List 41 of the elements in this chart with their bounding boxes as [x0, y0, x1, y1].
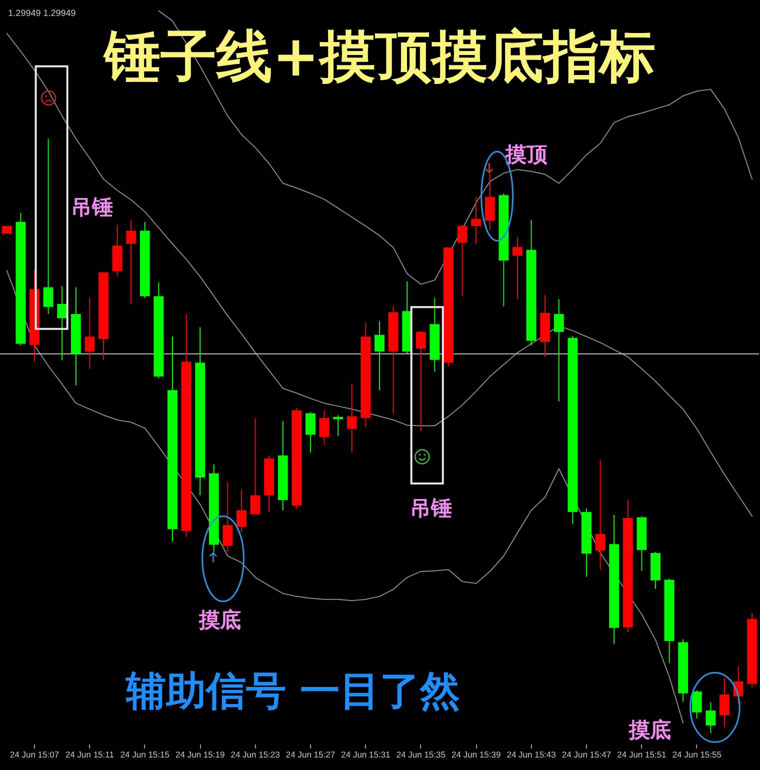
candlestick: [512, 236, 522, 300]
candlestick: [457, 224, 468, 297]
x-tick-label: 24 Jun 15:27: [286, 750, 336, 760]
candlestick: [346, 383, 357, 454]
candlestick: [554, 298, 564, 402]
candlestick: [471, 196, 482, 245]
annotation: 摸底: [198, 608, 242, 632]
annotation: 辅助信号 一目了然: [125, 668, 460, 715]
candlestick: [333, 414, 344, 436]
candlestick: [374, 320, 384, 391]
x-tick-label: 24 Jun 15:11: [65, 750, 114, 760]
candlestick: [306, 412, 316, 454]
candlestick: [84, 297, 95, 370]
x-tick-label: 24 Jun 15:19: [176, 750, 225, 760]
candlestick: [319, 410, 330, 446]
candlestick: [416, 330, 426, 432]
x-tick-label: 24 Jun 15:43: [506, 750, 556, 760]
candlestick: [250, 418, 260, 515]
candlestick: [720, 677, 730, 728]
candlestick: [236, 488, 246, 533]
candlestick: [706, 702, 716, 734]
annotation: 吊锤: [70, 195, 113, 220]
candlestick: [126, 220, 136, 304]
x-tick-label: 24 Jun 15:35: [396, 750, 446, 760]
candlestick: [43, 138, 54, 315]
candlestick: [222, 482, 233, 552]
x-tick-label: 24 Jun 15:07: [10, 750, 60, 760]
x-tick-label: 24 Jun 15:15: [120, 750, 170, 760]
annotation: 摸顶: [504, 142, 549, 166]
x-tick-label: 24 Jun 15:47: [562, 750, 612, 760]
x-tick-label: 24 Jun 15:31: [341, 750, 391, 760]
x-tick-label: 24 Jun 15:51: [617, 750, 667, 760]
annotation: 吊锤: [410, 496, 452, 520]
candlestick: [692, 690, 702, 719]
candlestick: [57, 286, 68, 361]
x-tick-label: 24 Jun 15:55: [672, 750, 722, 760]
x-tick-label: 24 Jun 15:23: [230, 750, 280, 760]
candlestick: [595, 459, 606, 570]
x-tick-label: 24 Jun 15:39: [452, 750, 501, 760]
annotation: 摸底: [628, 718, 671, 742]
text: 1.29949 1.29949: [8, 8, 76, 18]
